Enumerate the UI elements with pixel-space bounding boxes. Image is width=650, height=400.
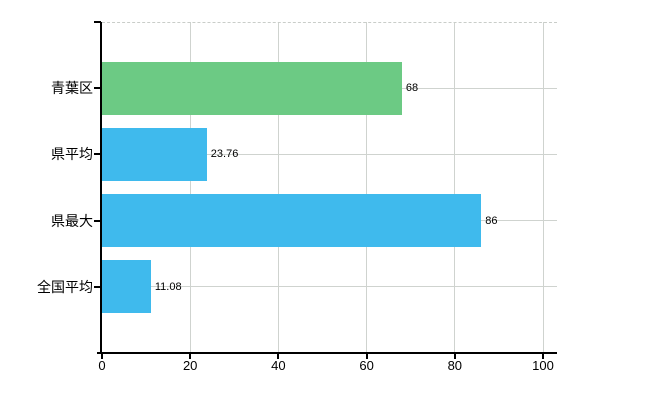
gridline-v-20 <box>189 22 191 353</box>
gridline-v-100 <box>542 22 544 353</box>
bar <box>102 61 402 115</box>
x-tick <box>542 352 544 359</box>
x-tick <box>101 352 103 359</box>
bar-value-label: 23.76 <box>210 148 239 161</box>
gridline-h-3 <box>102 286 557 288</box>
gridline-v-40 <box>277 22 279 353</box>
bar-value-label: 11.08 <box>154 280 182 293</box>
category-label: 県最大 <box>51 212 93 229</box>
y-tick <box>94 285 101 288</box>
bar-value-label: 86 <box>485 214 498 227</box>
y-tick-top <box>94 21 101 23</box>
x-tick <box>277 352 280 359</box>
x-tick-label: 20 <box>182 358 198 373</box>
plot-top-border <box>102 22 557 23</box>
x-tick <box>189 352 192 359</box>
y-tick <box>94 87 101 90</box>
category-label: 青葉区 <box>51 80 93 97</box>
gridline-v-60 <box>366 22 368 353</box>
bar <box>102 127 207 181</box>
y-axis-line <box>100 22 102 354</box>
x-tick-label: 0 <box>98 358 106 373</box>
category-label: 県平均 <box>51 146 93 163</box>
x-tick-label: 100 <box>532 358 554 373</box>
x-axis-line <box>97 352 557 354</box>
x-tick-label: 40 <box>271 358 286 373</box>
y-tick <box>94 219 101 222</box>
x-tick <box>365 352 368 359</box>
gridline-v-80 <box>454 22 456 353</box>
x-tick <box>453 352 456 359</box>
plot-area: 68 23.76 86 11.08 <box>102 22 557 353</box>
bar <box>102 194 482 248</box>
gridline-h-1 <box>102 153 557 155</box>
y-tick <box>94 153 101 156</box>
bar <box>102 260 151 314</box>
bar-value-label: 68 <box>405 82 419 95</box>
x-tick-label: 60 <box>359 358 374 373</box>
x-tick-label: 80 <box>447 358 463 373</box>
category-label: 全国平均 <box>37 278 93 295</box>
